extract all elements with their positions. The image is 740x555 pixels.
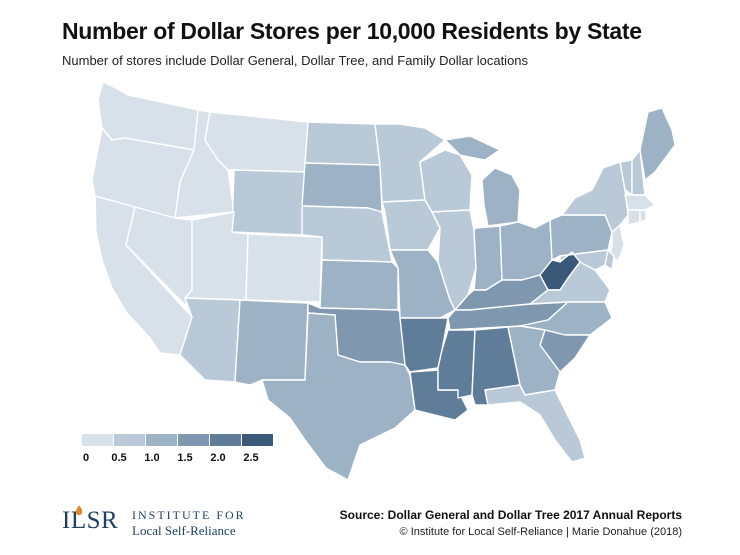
- legend-tick: 2.0: [210, 452, 226, 464]
- state-WI: [419, 149, 473, 213]
- legend-swatch-1: [82, 434, 113, 446]
- state-RI: [639, 209, 647, 223]
- legend-swatch-3: [146, 434, 177, 446]
- state-MI-UP: [444, 135, 501, 161]
- logo-mark: ILSR: [62, 507, 119, 534]
- legend-tick: 0: [82, 452, 90, 464]
- state-ND: [304, 121, 381, 166]
- legend-swatch-2: [114, 434, 145, 446]
- state-NM: [234, 299, 309, 386]
- state-WY: [231, 169, 306, 236]
- legend-tick: 2.5: [243, 452, 259, 464]
- state-MA: [624, 194, 656, 211]
- state-IN: [473, 225, 503, 291]
- state-TX: [261, 312, 416, 481]
- state-NJ: [609, 224, 625, 263]
- flame-icon: [75, 505, 83, 516]
- credit-note: © Institute for Local Self-Reliance | Ma…: [399, 526, 682, 538]
- color-legend: 0 0.5 1.0 1.5 2.0 2.5: [82, 434, 282, 474]
- legend-swatch-6: [242, 434, 273, 446]
- state-DE: [604, 249, 615, 271]
- state-SD: [301, 162, 383, 213]
- logo-line2: Local Self-Reliance: [132, 523, 236, 538]
- legend-tick: 1.0: [144, 452, 160, 464]
- legend-swatch-5: [210, 434, 241, 446]
- logo-line1: INSTITUTE FOR: [132, 508, 246, 522]
- state-ME: [639, 107, 676, 181]
- ilsr-logo: ILSR INSTITUTE FOR Local Self-Reliance: [62, 505, 262, 541]
- state-CO: [245, 233, 323, 303]
- state-AZ: [179, 297, 241, 383]
- state-FL: [484, 384, 586, 463]
- legend-swatch-4: [178, 434, 209, 446]
- state-MT: [204, 111, 309, 173]
- legend-tick: 1.5: [177, 452, 193, 464]
- state-KS: [319, 259, 399, 311]
- source-note: Source: Dollar General and Dollar Tree 2…: [339, 508, 682, 522]
- state-MI: [481, 167, 521, 227]
- map-subtitle: Number of stores include Dollar General,…: [62, 53, 529, 68]
- state-CT: [627, 209, 641, 226]
- legend-tick: 0.5: [111, 452, 127, 464]
- map-title: Number of Dollar Stores per 10,000 Resid…: [62, 18, 642, 44]
